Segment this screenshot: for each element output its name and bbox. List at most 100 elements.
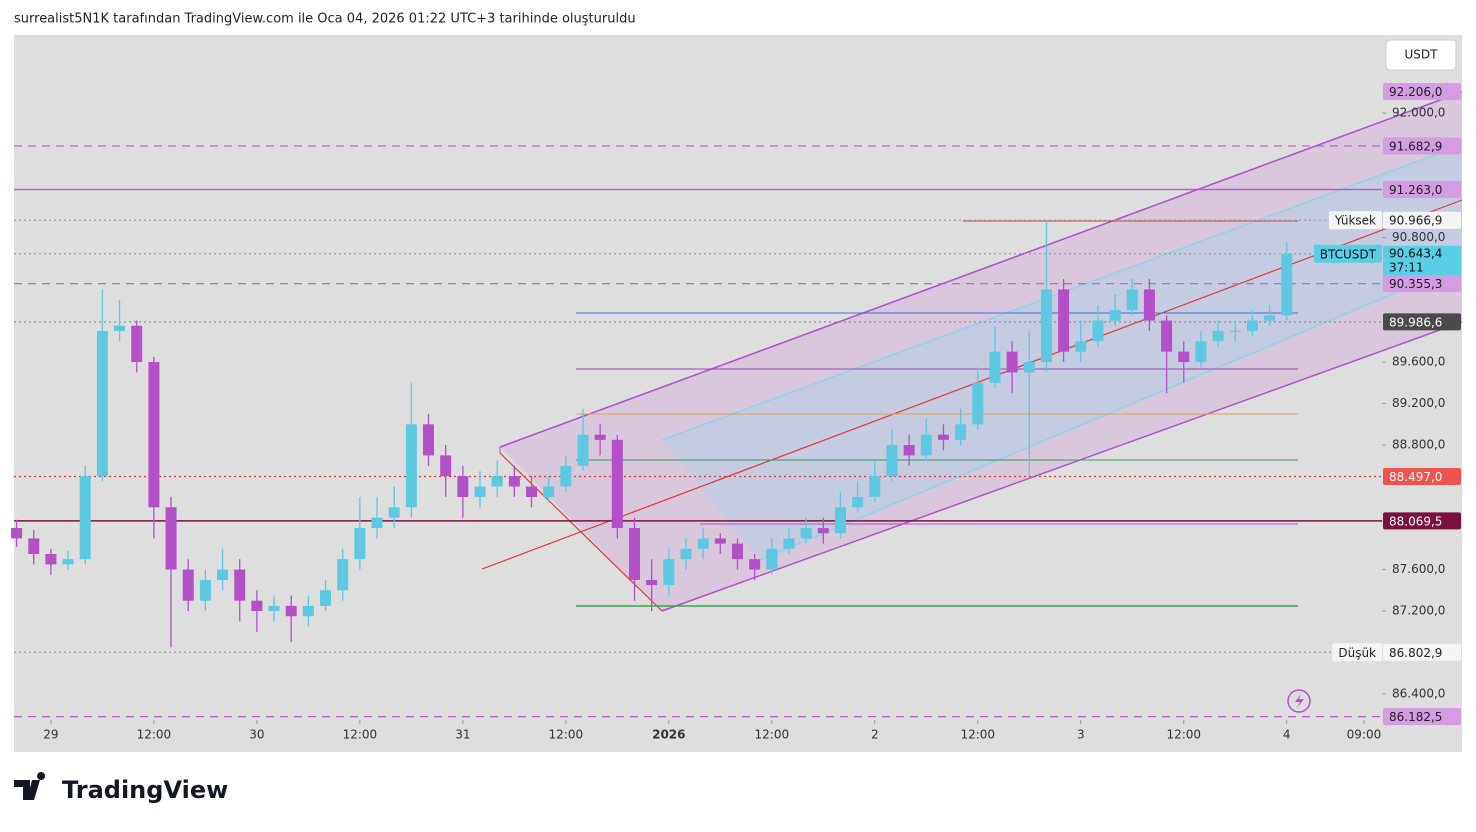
price-badge-label: 91.263,0 xyxy=(1389,183,1442,197)
price-badge xyxy=(1383,137,1461,155)
price-badge xyxy=(1383,512,1461,530)
price-badge-label: 88.497,0 xyxy=(1389,470,1442,484)
credit: surrealist5N1K tarafından TradingView.co… xyxy=(14,12,636,27)
candle-body xyxy=(337,559,349,591)
candle-body xyxy=(663,559,675,586)
candle-body xyxy=(1212,330,1224,342)
candle-body xyxy=(852,496,864,508)
price-badge xyxy=(1383,643,1461,661)
candle-body xyxy=(903,445,915,456)
logo-mark xyxy=(14,772,46,800)
y-tick-label: 92.000,0 xyxy=(1392,106,1445,120)
price-tag: Yüksek xyxy=(1334,214,1376,228)
candle-body xyxy=(937,434,949,440)
x-tick-label: 4 xyxy=(1283,728,1291,742)
candle-body xyxy=(1229,330,1241,332)
price-tag-box xyxy=(1313,244,1382,263)
x-tick-label: 30 xyxy=(249,728,264,742)
candle-body xyxy=(285,605,297,617)
price-badge xyxy=(1383,245,1461,276)
x-tick-label: 09:00 xyxy=(1347,728,1382,742)
price-tag: Düşük xyxy=(1338,646,1376,660)
price-badge-label: 89.986,6 xyxy=(1389,315,1442,329)
candle-body xyxy=(1092,320,1104,342)
channel-fill xyxy=(500,92,1462,611)
candle-body xyxy=(714,538,726,544)
y-tick-label: 87.200,0 xyxy=(1392,604,1445,618)
x-tick-label: 2026 xyxy=(652,728,685,742)
price-badge xyxy=(1383,708,1461,726)
candle-body xyxy=(1246,320,1258,331)
x-tick-label: 2 xyxy=(871,728,879,742)
candle-body xyxy=(457,476,469,497)
candle-body xyxy=(869,476,881,497)
inner-channel-fill xyxy=(662,145,1462,560)
candle-body xyxy=(1075,341,1087,352)
logo-text: TradingView xyxy=(62,776,228,804)
candle-body xyxy=(972,382,984,425)
currency-button[interactable] xyxy=(1385,39,1457,71)
candle-body xyxy=(217,569,229,580)
candle-body xyxy=(1178,351,1190,363)
candle-body xyxy=(1006,351,1018,373)
channel-upper xyxy=(499,91,1463,448)
x-tick-label: 3 xyxy=(1077,728,1085,742)
candle-body xyxy=(1023,362,1035,373)
candle-body xyxy=(989,351,1001,383)
x-tick-label: 12:00 xyxy=(755,728,790,742)
candle-body xyxy=(543,486,555,497)
candle-body xyxy=(148,362,160,508)
candle-body xyxy=(268,605,280,612)
x-tick-label: 12:00 xyxy=(1166,728,1201,742)
price-badge-label: 90.355,3 xyxy=(1389,277,1442,291)
currency[interactable]: USDT xyxy=(1405,48,1439,62)
price-tag-box xyxy=(1328,211,1382,230)
drawings xyxy=(14,91,1463,718)
countdown: 37:11 xyxy=(1389,260,1424,274)
candle-body xyxy=(560,465,572,487)
alert-bolt xyxy=(1295,694,1304,708)
candle-body xyxy=(388,507,400,518)
candle-body xyxy=(920,434,932,456)
candle-body xyxy=(1281,253,1293,316)
candle-body xyxy=(165,507,177,570)
y-tick-label: 90.800,0 xyxy=(1392,230,1445,244)
candle-body xyxy=(834,507,846,534)
candle-body xyxy=(886,445,898,477)
candle-body xyxy=(96,330,108,477)
candle-body xyxy=(45,553,57,565)
y-tick-label: 87.600,0 xyxy=(1392,562,1445,576)
price-badge-label: 92.206,0 xyxy=(1389,85,1442,99)
candle-body xyxy=(611,439,623,529)
candle-body xyxy=(491,476,503,487)
candle-body xyxy=(646,579,658,586)
candle-body xyxy=(783,538,795,549)
candle-body xyxy=(371,517,383,529)
candle-body xyxy=(1109,310,1121,321)
x-tick-label: 12:00 xyxy=(549,728,584,742)
candle-body xyxy=(440,455,452,477)
candle-body xyxy=(526,486,538,497)
candle-body xyxy=(199,579,211,601)
channel-lower xyxy=(661,321,1463,612)
alert-icon[interactable] xyxy=(1287,689,1311,713)
candle-body xyxy=(817,528,829,534)
candle-body xyxy=(114,325,126,331)
price-badge-label: 90.966,9 xyxy=(1389,214,1442,228)
price-badge xyxy=(1383,211,1461,229)
candle-body xyxy=(766,548,778,570)
x-tick-label: 12:00 xyxy=(960,728,995,742)
candle-body xyxy=(1143,289,1155,321)
logo: TradingView xyxy=(14,772,228,804)
candle-body xyxy=(405,424,417,508)
x-tick-label: 12:00 xyxy=(137,728,172,742)
x-tick-label: 31 xyxy=(455,728,470,742)
candle-body xyxy=(182,569,194,601)
candle-body xyxy=(1126,289,1138,311)
candle-body xyxy=(131,325,143,363)
x-tick-label: 12:00 xyxy=(343,728,378,742)
candle-body xyxy=(62,559,74,565)
y-tick-label: 88.800,0 xyxy=(1392,438,1445,452)
